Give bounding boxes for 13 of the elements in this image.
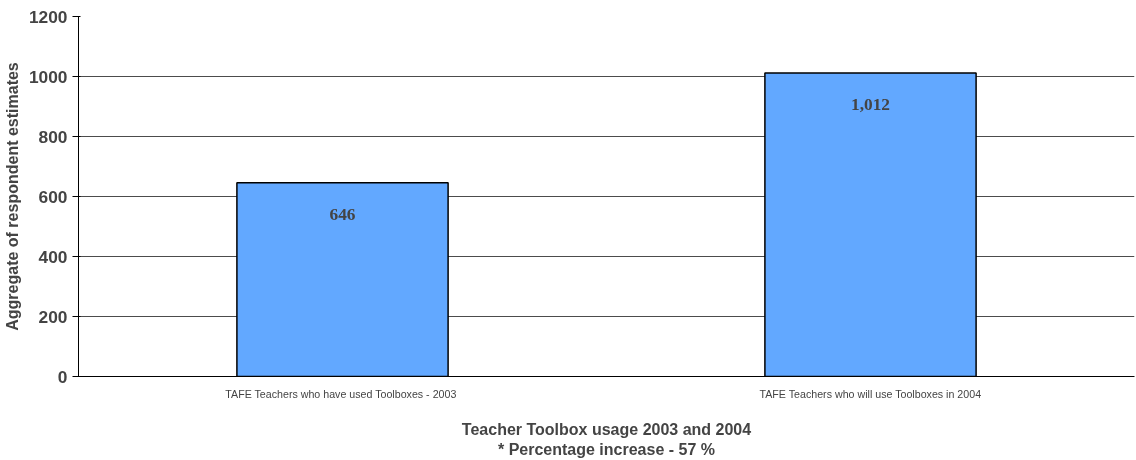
x-tick-label: TAFE Teachers who will use Toolboxes in 2004: [759, 387, 982, 400]
y-tick-label: 800: [38, 126, 68, 147]
x-tick-label: TAFE Teachers who have used Toolboxes - 2003: [225, 387, 457, 400]
y-tick-label: 600: [38, 186, 68, 207]
y-axis-title: Aggregate of respondent estimates: [3, 62, 21, 331]
y-tick-label: 200: [38, 306, 68, 327]
y-tick-label: 1200: [28, 6, 68, 27]
data-label: 646: [329, 204, 356, 224]
y-tick-label: 1000: [28, 66, 68, 87]
x-axis-title: Teacher Toolbox usage 2003 and 2004 * Percentage increase - 57 %: [461, 420, 752, 458]
y-tick-label: 0: [57, 366, 68, 387]
data-label: 1,012: [851, 94, 891, 114]
y-tick-label: 400: [38, 246, 68, 267]
